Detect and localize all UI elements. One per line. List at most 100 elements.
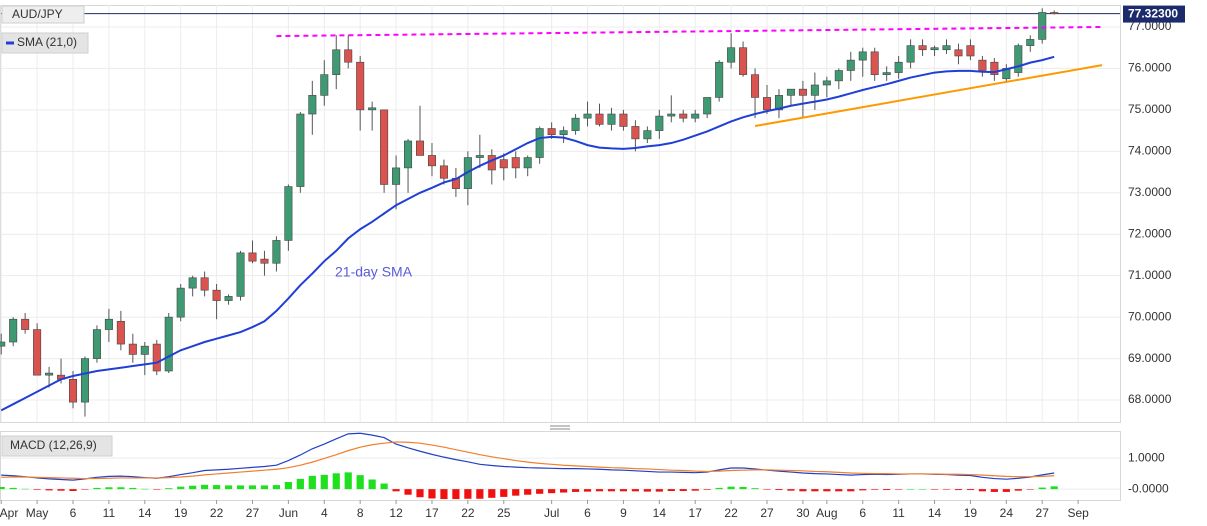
legend-label: SMA (21,0) <box>17 35 77 49</box>
candle-body <box>763 97 772 111</box>
y-tick-label: 69.0000 <box>1128 351 1172 365</box>
histogram-bar <box>224 485 233 490</box>
histogram-bar <box>811 489 819 492</box>
x-tick-label: 6 <box>70 506 77 520</box>
histogram-bar <box>1026 489 1034 490</box>
histogram-bar <box>320 474 328 490</box>
histogram-bar <box>308 475 316 490</box>
histogram-bar <box>524 489 532 495</box>
y-tick-label: -0.0000 <box>1128 481 1169 495</box>
x-tick-label: 6 <box>584 506 591 520</box>
candle-body <box>439 165 448 179</box>
histogram-bar <box>978 489 986 492</box>
histogram-bar <box>500 489 508 497</box>
x-tick-label: 27 <box>246 506 260 520</box>
histogram-bar <box>954 489 963 491</box>
candle-body <box>966 45 975 57</box>
histogram-bar <box>703 489 711 490</box>
histogram-bar <box>129 487 137 490</box>
sma-line <box>0 55 1055 412</box>
candle-body <box>224 296 233 301</box>
histogram-bar <box>21 488 29 490</box>
candle-body <box>954 49 963 57</box>
histogram-bar <box>679 489 687 491</box>
candle-body <box>942 45 951 51</box>
histogram-bar <box>715 487 723 490</box>
title-box <box>1 5 85 24</box>
histogram-bar <box>859 489 867 491</box>
candle-body <box>296 113 305 187</box>
legend-box <box>1 32 89 54</box>
chart-title: MACD (12,26,9) <box>10 438 97 452</box>
candle-body <box>236 252 245 297</box>
candle-body <box>487 155 496 171</box>
x-tick-label: 14 <box>138 506 152 520</box>
candle-body <box>380 109 389 185</box>
histogram-bar <box>942 489 951 490</box>
candle-body <box>1050 12 1059 15</box>
candle-body <box>92 329 101 359</box>
candle-body <box>822 80 831 86</box>
histogram-bar <box>643 489 651 492</box>
candle-body <box>655 115 664 131</box>
candle-body <box>691 113 700 119</box>
last-price-box <box>1123 5 1185 23</box>
histogram-bar <box>799 489 807 492</box>
histogram-bar <box>464 489 472 499</box>
histogram-bar <box>272 485 281 490</box>
candle-body <box>368 107 377 111</box>
panel-resize-handle[interactable] <box>550 425 570 430</box>
trendline <box>276 25 1103 38</box>
histogram-bar <box>536 489 544 494</box>
price-panel <box>0 5 1121 423</box>
macd-panel <box>0 431 1121 501</box>
x-tick-label: 27 <box>760 506 774 520</box>
histogram-bar <box>751 488 759 490</box>
candle-body <box>990 61 999 75</box>
histogram-bar <box>595 489 604 492</box>
candle-body <box>1038 12 1047 40</box>
histogram-bar <box>165 488 173 490</box>
histogram-bar <box>847 489 855 492</box>
candle-body <box>858 51 867 61</box>
histogram-bar <box>284 481 292 490</box>
x-tick-label: 22 <box>461 506 475 520</box>
candle-body <box>21 318 30 330</box>
x-tick-label: May <box>26 506 49 520</box>
macd-line <box>1 432 1055 481</box>
histogram-bar <box>380 483 388 490</box>
y-tick-label: 1.0000 <box>1128 450 1165 464</box>
y-tick-label: 73.0000 <box>1128 185 1172 199</box>
annotation: 21-day SMA <box>335 264 413 280</box>
x-tick-label: 24 <box>1000 506 1014 520</box>
histogram-bar <box>907 489 915 490</box>
histogram-bar <box>1014 489 1022 491</box>
x-tick-label: Jul <box>544 506 559 520</box>
candle-body <box>798 88 807 96</box>
x-tick-label: Apr <box>0 506 18 520</box>
candle-body <box>272 240 281 264</box>
y-tick-label: 71.0000 <box>1128 268 1172 282</box>
histogram-bar <box>356 475 364 490</box>
candle-body <box>45 372 54 376</box>
histogram-bar <box>9 487 17 490</box>
histogram-bar <box>823 489 831 492</box>
title-box <box>1 435 113 457</box>
candle-body <box>846 59 855 71</box>
candle-body <box>751 74 760 98</box>
histogram-bar <box>727 486 735 490</box>
x-tick-label: 17 <box>689 506 703 520</box>
candle-body <box>427 155 436 167</box>
histogram-bar <box>440 489 448 500</box>
histogram-bar <box>368 479 376 490</box>
x-tick-label: 22 <box>724 506 738 520</box>
histogram-bar <box>33 489 41 490</box>
candle-body <box>1014 45 1023 73</box>
histogram-bar <box>141 488 149 490</box>
candle-body <box>643 130 652 140</box>
candle-body <box>511 157 520 169</box>
candle-body <box>870 51 879 75</box>
histogram-bar <box>571 489 580 492</box>
candle-body <box>715 61 724 98</box>
histogram-bar <box>248 485 257 490</box>
